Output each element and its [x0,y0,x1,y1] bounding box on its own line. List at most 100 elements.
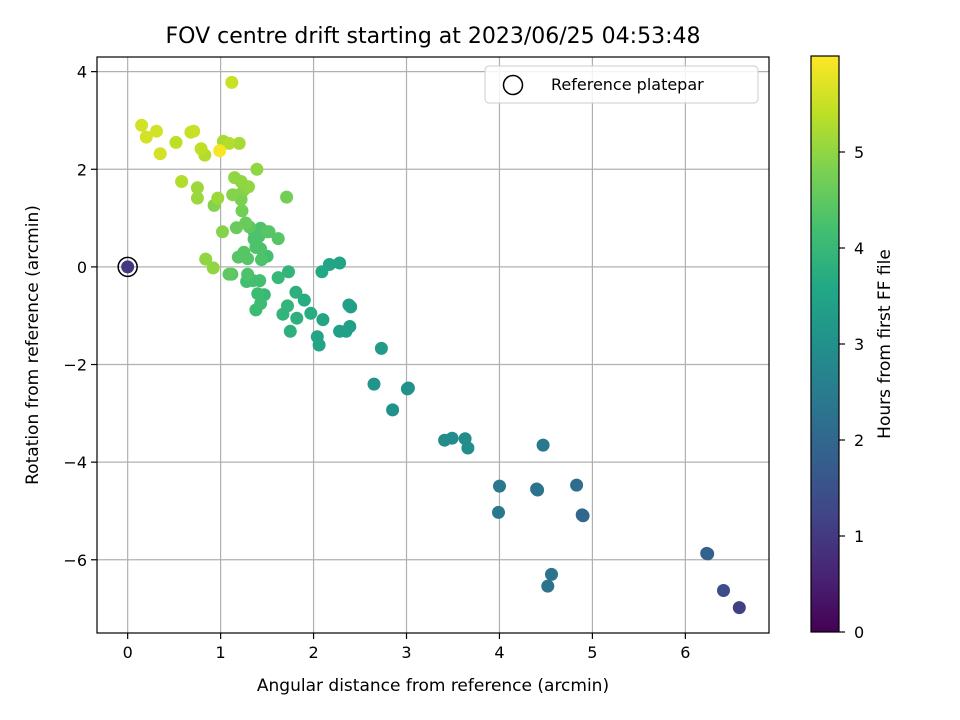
data-point [213,144,227,158]
data-point [367,377,381,391]
data-point [310,330,324,344]
colorbar-label: Hours from first FF file [875,249,895,439]
data-point [190,191,204,205]
data-point [216,225,229,239]
data-point [187,124,201,138]
data-point [241,267,255,281]
y-tick-label: 0 [77,258,87,277]
colorbar-tick-label: 5 [854,143,864,162]
x-axis-ticks: 0 1 2 3 4 5 6 [123,633,690,662]
data-point [235,204,249,218]
data-point [242,180,255,194]
data-point [225,75,239,89]
data-point [344,300,358,314]
x-tick-label: 1 [216,643,226,662]
data-point [289,285,303,299]
data-point [536,438,550,452]
legend-label: Reference platepar [551,75,704,94]
x-tick-label: 2 [308,643,318,662]
reference-platepar-ring [117,256,138,278]
data-point [545,567,558,581]
data-point [139,130,153,144]
data-point [386,403,400,417]
data-point [282,265,295,279]
y-tick-label: −6 [63,551,87,570]
data-point [153,147,167,161]
data-point [190,181,204,195]
colorbar: 0 1 2 3 4 5 Hours from first FF file [810,55,895,642]
data-point [271,232,285,246]
data-point [222,136,236,150]
data-point [271,271,285,285]
data-point [231,250,245,264]
reference-point-marker [121,260,135,274]
plot-frame [96,56,770,634]
x-tick-label: 3 [401,643,411,662]
x-tick-label: 0 [123,643,133,662]
y-tick-label: 2 [77,160,87,179]
data-point [262,225,276,239]
y-tick-label: −2 [63,356,87,375]
data-point [247,232,261,246]
colorbar-tick-label: 2 [854,431,864,450]
colorbar-tick-label: 4 [854,239,864,258]
data-point [251,287,265,301]
data-point [255,253,268,267]
data-point [194,142,208,156]
data-point [297,293,311,307]
chart-title: FOV centre drift starting at 2023/06/25 … [166,24,701,49]
data-point [438,433,452,447]
x-tick-label: 6 [680,643,690,662]
data-point [492,505,505,519]
data-point [276,307,290,321]
data-point [315,265,329,279]
legend-marker-icon [502,74,524,96]
data-point [175,175,189,188]
y-axis-ticks: −6 −4 −2 0 2 4 [63,63,97,570]
data-point [458,432,472,446]
data-point [701,547,715,561]
data-point [135,118,149,132]
data-point [531,483,545,497]
data-point [570,478,584,492]
colorbar-gradient [811,56,839,632]
colorbar-ticks: 0 1 2 3 4 5 [839,143,864,642]
colorbar-tick-label: 3 [854,335,864,354]
data-point [169,135,183,149]
data-point [250,162,264,176]
legend-box [484,65,759,104]
data-point [576,509,590,523]
x-axis-label: Angular distance from reference (arcmin) [257,676,609,696]
data-point [150,124,163,138]
data-point [401,381,415,395]
data-point [228,171,242,185]
data-point [717,584,730,597]
legend: Reference platepar [484,65,759,104]
data-point [280,190,294,204]
data-point [199,252,213,266]
data-point [541,579,555,593]
data-point [232,136,246,150]
y-tick-label: −4 [63,453,87,472]
data-point [249,303,263,317]
x-tick-label: 4 [494,643,504,662]
colorbar-tick-label: 0 [854,623,864,642]
data-point [283,324,297,338]
data-point [493,479,506,493]
data-point [226,188,240,202]
colorbar-tick-label: 1 [854,527,864,546]
data-point [304,306,318,320]
data-point [333,324,347,338]
data-point [253,274,267,288]
data-points [117,75,746,615]
data-point [316,313,330,327]
data-point [229,221,243,235]
x-tick-label: 5 [587,643,597,662]
data-point [222,267,236,281]
data-point [732,601,746,615]
data-point [211,191,225,205]
data-point [290,311,304,325]
y-axis-label: Rotation from reference (arcmin) [23,205,43,485]
data-point [206,261,220,275]
